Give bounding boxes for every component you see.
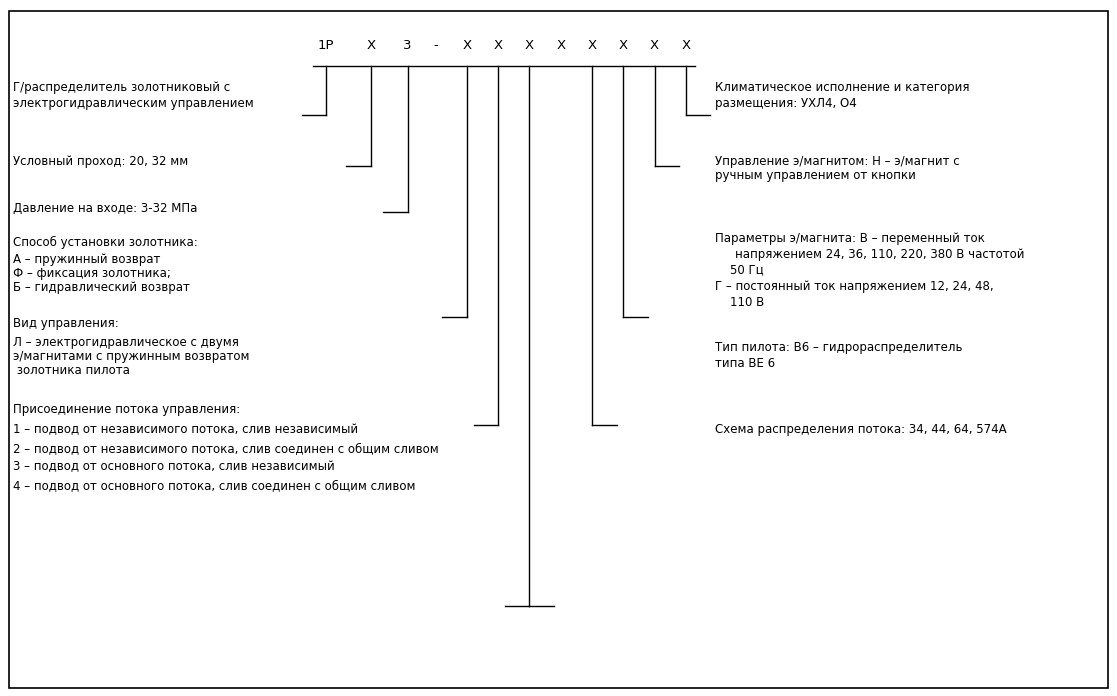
Text: 3: 3	[403, 39, 412, 52]
Text: 4 – подвод от основного потока, слив соединен с общим сливом: 4 – подвод от основного потока, слив сое…	[13, 480, 416, 492]
Text: 50 Гц: 50 Гц	[715, 264, 764, 276]
Text: 3 – подвод от основного потока, слив независимый: 3 – подвод от основного потока, слив нез…	[13, 461, 335, 473]
Text: э/магнитами с пружинным возвратом: э/магнитами с пружинным возвратом	[13, 350, 250, 363]
Text: X: X	[494, 39, 503, 52]
Text: Вид управления:: Вид управления:	[13, 317, 120, 330]
Text: Ф – фиксация золотника;: Ф – фиксация золотника;	[13, 267, 171, 280]
Text: X: X	[462, 39, 471, 52]
Text: электрогидравлическим управлением: электрогидравлическим управлением	[13, 97, 255, 109]
Text: типа ВЕ 6: типа ВЕ 6	[715, 357, 775, 370]
Text: 1Р: 1Р	[318, 39, 334, 52]
Text: Климатическое исполнение и категория: Климатическое исполнение и категория	[715, 81, 970, 94]
Text: X: X	[588, 39, 596, 52]
Text: X: X	[650, 39, 659, 52]
Text: 2 – подвод от независимого потока, слив соединен с общим сливом: 2 – подвод от независимого потока, слив …	[13, 442, 439, 454]
Text: Б – гидравлический возврат: Б – гидравлический возврат	[13, 281, 190, 294]
Text: -: -	[433, 39, 438, 52]
Text: X: X	[525, 39, 534, 52]
Text: Г/распределитель золотниковый с: Г/распределитель золотниковый с	[13, 81, 230, 94]
Text: Присоединение потока управления:: Присоединение потока управления:	[13, 403, 240, 416]
Text: Условный проход: 20, 32 мм: Условный проход: 20, 32 мм	[13, 155, 189, 168]
Text: Давление на входе: 3-32 МПа: Давление на входе: 3-32 МПа	[13, 203, 198, 215]
Text: X: X	[556, 39, 565, 52]
Text: Схема распределения потока: 34, 44, 64, 574А: Схема распределения потока: 34, 44, 64, …	[715, 423, 1006, 436]
Text: 110 В: 110 В	[715, 296, 764, 309]
Text: золотника пилота: золотника пилота	[13, 364, 131, 377]
Text: X: X	[366, 39, 375, 52]
Text: X: X	[619, 39, 628, 52]
Text: 1 – подвод от независимого потока, слив независимый: 1 – подвод от независимого потока, слив …	[13, 423, 359, 436]
Text: напряжением 24, 36, 110, 220, 380 В частотой: напряжением 24, 36, 110, 220, 380 В част…	[735, 248, 1024, 260]
Text: X: X	[681, 39, 690, 52]
Text: размещения: УХЛ4, О4: размещения: УХЛ4, О4	[715, 97, 857, 109]
Text: Управление э/магнитом: Н – э/магнит с: Управление э/магнитом: Н – э/магнит с	[715, 155, 960, 168]
Text: ручным управлением от кнопки: ручным управлением от кнопки	[715, 169, 916, 182]
Text: Параметры э/магнита: В – переменный ток: Параметры э/магнита: В – переменный ток	[715, 232, 985, 244]
Text: Способ установки золотника:: Способ установки золотника:	[13, 236, 198, 248]
Text: Л – электрогидравлическое с двумя: Л – электрогидравлическое с двумя	[13, 336, 239, 349]
Text: Г – постоянный ток напряжением 12, 24, 48,: Г – постоянный ток напряжением 12, 24, 4…	[715, 280, 993, 293]
Text: А – пружинный возврат: А – пружинный возврат	[13, 253, 161, 266]
Text: Тип пилота: В6 – гидрораспределитель: Тип пилота: В6 – гидрораспределитель	[715, 342, 963, 354]
